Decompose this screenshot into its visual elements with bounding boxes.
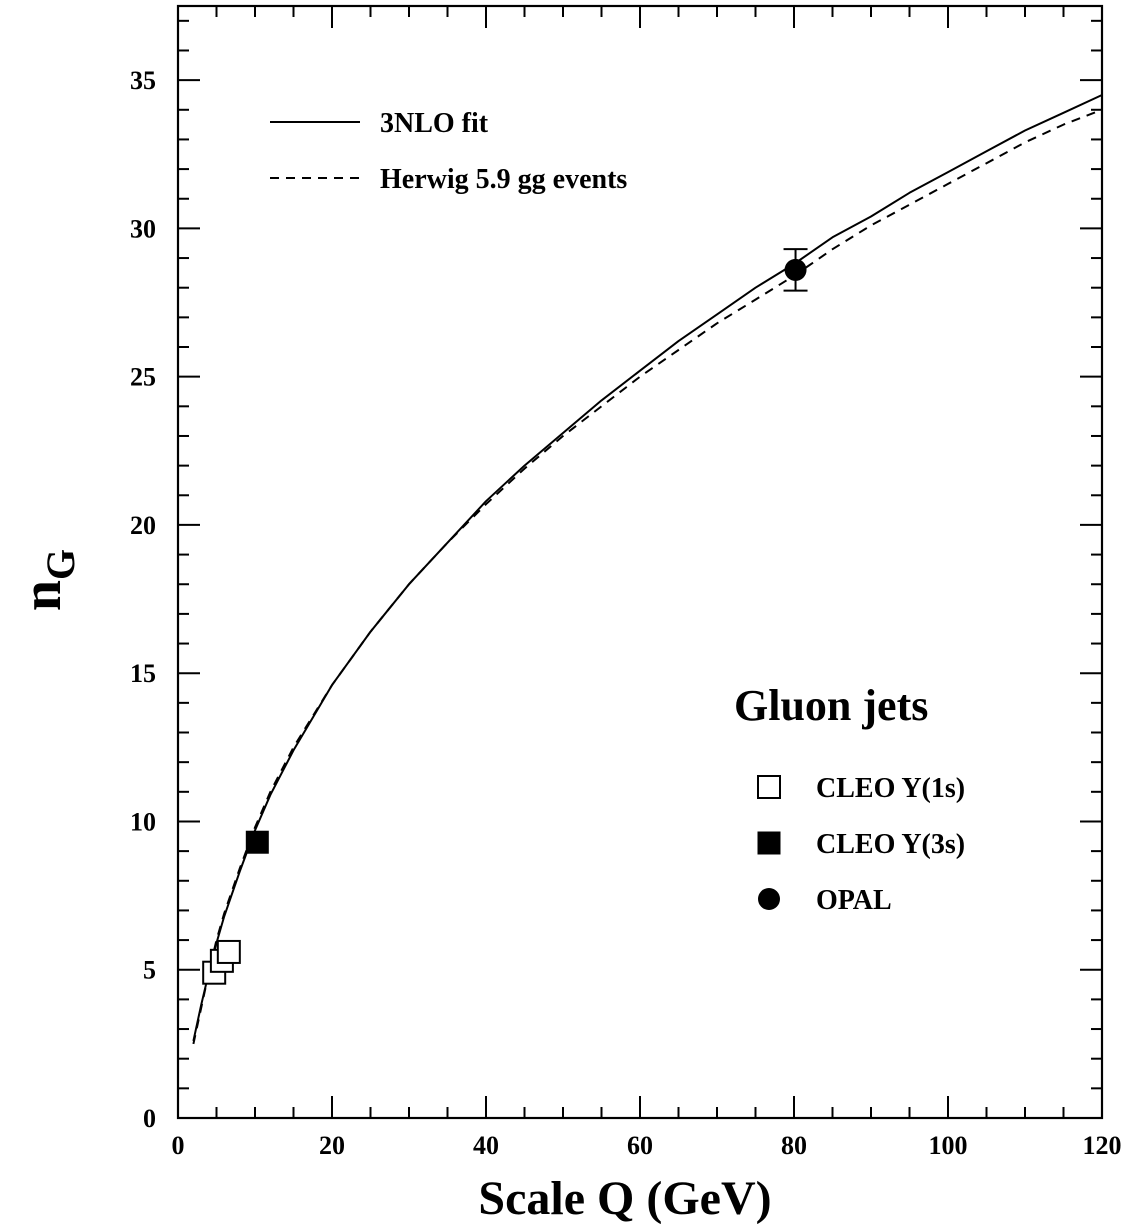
x-axis-title: Scale Q (GeV)	[478, 1172, 771, 1224]
y-axis-title-sub: G	[38, 549, 83, 580]
legend-marker-label: OPAL	[816, 885, 892, 916]
filled-circle-point	[785, 259, 807, 281]
y-tick-label: 5	[143, 956, 156, 985]
x-tick-label: 80	[781, 1131, 807, 1160]
y-tick-label: 30	[130, 214, 156, 243]
legend-lines: 3NLO fit Herwig 5.9 gg events	[270, 108, 627, 195]
x-tick-label: 40	[473, 1131, 499, 1160]
x-tick-label: 20	[319, 1131, 345, 1160]
open-square-point	[218, 941, 240, 963]
y-axis-title-main: n	[11, 580, 73, 611]
legend-line-label: 3NLO fit	[380, 108, 489, 139]
x-tick-label: 0	[172, 1131, 185, 1160]
curves	[193, 95, 1102, 1044]
x-tick-label: 100	[929, 1131, 968, 1160]
legend-title: Gluon jets	[734, 681, 928, 730]
axis-tick-labels: 0 20 40 60 80 100 120 0 5 10 15 20 25 30 35	[130, 66, 1122, 1160]
fit-curve	[193, 95, 1102, 1041]
legend-marker-label: CLEO Y(3s)	[816, 829, 965, 860]
filled-square-point	[246, 831, 268, 853]
herwig-curve	[193, 110, 1102, 1044]
y-tick-label: 10	[130, 807, 156, 836]
y-tick-label: 35	[130, 66, 156, 95]
legend-filled-square	[758, 832, 780, 854]
legend-filled-circle	[758, 888, 780, 910]
x-tick-label: 120	[1083, 1131, 1122, 1160]
y-tick-label: 25	[130, 363, 156, 392]
y-tick-label: 0	[143, 1104, 156, 1133]
legend-open-square	[758, 776, 780, 798]
x-tick-label: 60	[627, 1131, 653, 1160]
legend-markers: CLEO Y(1s) CLEO Y(3s) OPAL	[758, 773, 965, 916]
y-tick-label: 15	[130, 659, 156, 688]
legend-marker-label: CLEO Y(1s)	[816, 773, 965, 804]
axis-ticks	[178, 6, 1102, 1118]
data-markers	[203, 249, 807, 984]
plot-frame	[178, 6, 1102, 1118]
y-tick-label: 20	[130, 511, 156, 540]
y-axis-title: nG	[11, 549, 83, 611]
legend-line-label: Herwig 5.9 gg events	[380, 164, 627, 195]
